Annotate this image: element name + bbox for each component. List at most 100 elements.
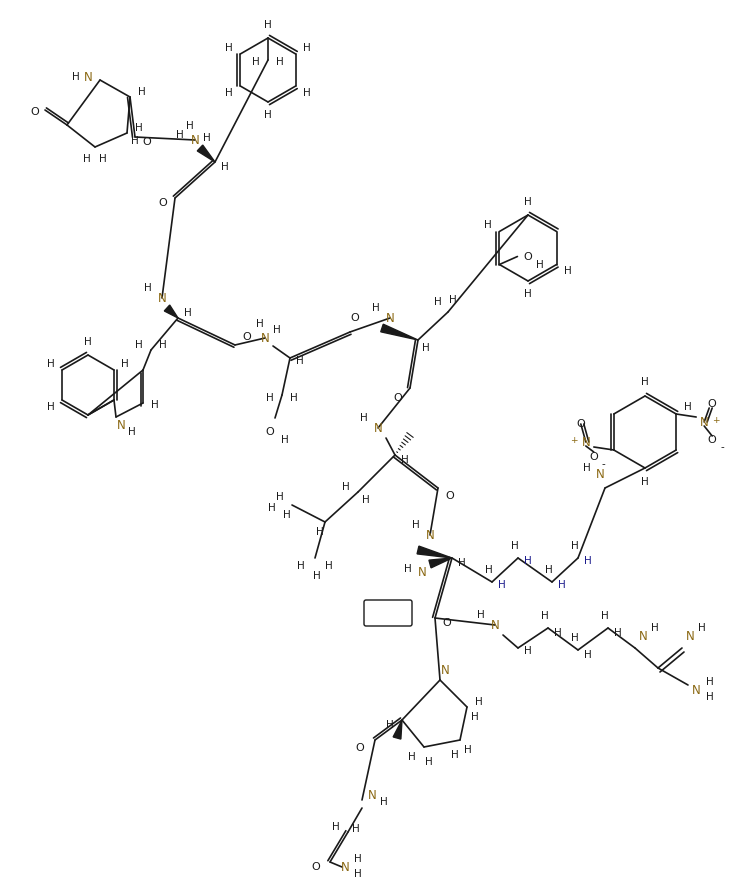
Text: H: H (203, 133, 211, 143)
Text: H: H (303, 42, 311, 53)
Text: H: H (264, 110, 272, 120)
Text: H: H (684, 402, 692, 412)
Text: O: O (590, 452, 598, 462)
Text: H: H (159, 340, 167, 350)
Text: N: N (157, 291, 166, 305)
Text: H: H (380, 797, 388, 807)
Text: H: H (372, 303, 380, 313)
Text: H: H (84, 337, 92, 347)
Text: H: H (273, 325, 281, 335)
Text: H: H (477, 610, 485, 620)
Text: H: H (264, 20, 272, 30)
Text: H: H (325, 561, 333, 571)
Text: O: O (355, 743, 364, 753)
Text: H: H (290, 393, 298, 403)
Text: O: O (312, 862, 320, 872)
Text: O: O (351, 313, 359, 323)
Text: H: H (498, 580, 506, 590)
Text: H: H (176, 130, 184, 140)
Text: -: - (721, 442, 724, 452)
Text: N: N (596, 468, 605, 480)
Text: H: H (354, 869, 362, 879)
Text: H: H (283, 510, 291, 520)
Text: H: H (425, 757, 433, 767)
Text: H: H (422, 343, 430, 353)
Text: H: H (698, 623, 706, 633)
Text: N: N (700, 416, 709, 428)
Text: O: O (159, 198, 167, 208)
Text: H: H (276, 492, 284, 502)
Text: H: H (184, 308, 192, 318)
Text: N: N (261, 332, 270, 344)
Text: H: H (558, 580, 566, 590)
Text: O: O (31, 107, 39, 117)
Text: H: H (651, 623, 659, 633)
Text: H: H (541, 611, 549, 621)
Text: N: N (84, 71, 93, 83)
Text: H: H (362, 495, 370, 505)
Text: H: H (135, 123, 143, 133)
Text: O: O (142, 137, 151, 147)
Polygon shape (429, 558, 452, 568)
Text: H: H (449, 295, 457, 305)
Text: H: H (186, 121, 194, 131)
Text: H: H (268, 503, 276, 513)
Text: H: H (303, 88, 311, 98)
Polygon shape (393, 720, 402, 739)
Text: H: H (524, 556, 532, 566)
Text: H: H (524, 289, 532, 299)
Text: O: O (708, 435, 717, 445)
Text: H: H (342, 482, 350, 492)
Text: H: H (252, 57, 260, 67)
Text: H: H (584, 650, 592, 660)
Text: O: O (443, 618, 451, 628)
Text: N: N (373, 421, 383, 435)
Text: H: H (121, 358, 129, 368)
Text: -: - (602, 459, 605, 469)
Text: H: H (408, 752, 416, 762)
Text: H: H (571, 541, 579, 551)
Text: H: H (545, 565, 553, 575)
Text: H: H (564, 266, 572, 276)
Text: H: H (276, 57, 284, 67)
Text: N: N (425, 529, 434, 541)
Text: H: H (412, 520, 420, 530)
Text: H: H (535, 260, 544, 270)
Text: H: H (464, 745, 472, 755)
Text: H: H (401, 455, 409, 465)
Text: H: H (225, 42, 233, 53)
Text: H: H (135, 340, 143, 350)
Text: H: H (281, 435, 289, 445)
Text: H: H (554, 628, 562, 638)
Text: N: N (367, 788, 376, 802)
Text: H: H (601, 611, 609, 621)
Text: H: H (706, 692, 714, 702)
Polygon shape (417, 546, 452, 558)
Text: +: + (570, 435, 578, 444)
Text: H: H (475, 697, 483, 707)
Text: H: H (83, 154, 91, 164)
Text: H: H (266, 393, 274, 403)
Text: H: H (221, 162, 229, 172)
Text: H: H (641, 477, 649, 487)
Text: N: N (691, 684, 700, 696)
Text: N: N (117, 418, 126, 432)
FancyBboxPatch shape (364, 600, 412, 626)
Text: H: H (524, 197, 532, 207)
Text: H: H (128, 427, 136, 437)
Text: H: H (386, 720, 394, 730)
Text: H: H (706, 677, 714, 687)
Text: H: H (313, 571, 321, 581)
Text: H: H (225, 88, 233, 98)
Text: N: N (441, 664, 450, 676)
Text: H: H (297, 561, 305, 571)
Text: H: H (484, 220, 492, 230)
Text: H: H (47, 358, 55, 368)
Text: O: O (708, 399, 717, 409)
Text: H: H (99, 154, 107, 164)
Text: H: H (451, 750, 459, 760)
Text: N: N (418, 565, 426, 579)
Text: H: H (316, 527, 324, 537)
Text: H: H (296, 356, 304, 366)
Text: H: H (360, 413, 368, 423)
